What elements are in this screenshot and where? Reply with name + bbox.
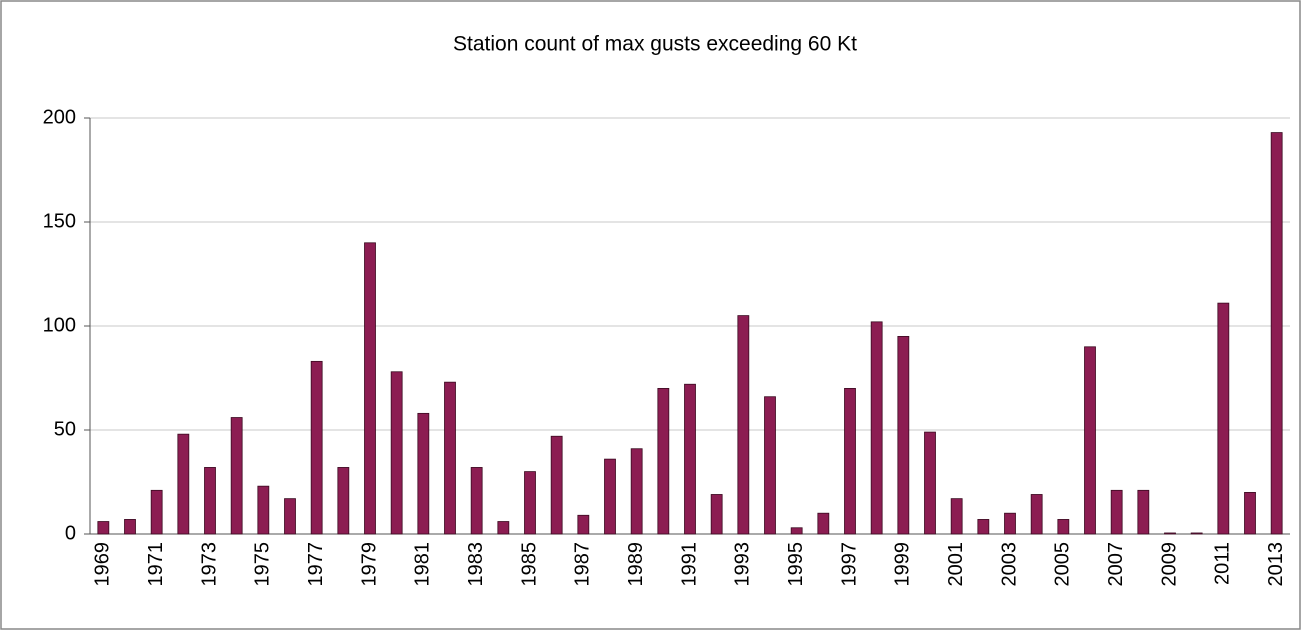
bar — [204, 467, 216, 535]
x-tick-label: 1985 — [518, 542, 540, 587]
bar — [844, 387, 856, 535]
x-tick-label: 1991 — [678, 542, 700, 587]
y-tick-label: 150 — [43, 210, 76, 232]
bar — [764, 396, 776, 535]
chart-title: Station count of max gusts exceeding 60 … — [453, 33, 857, 56]
y-tick-label: 200 — [43, 106, 76, 128]
bar — [604, 458, 616, 535]
bar — [1004, 512, 1016, 535]
x-tick-label: 1971 — [145, 542, 167, 587]
x-tick-label: 1975 — [252, 542, 274, 587]
bar — [710, 494, 723, 535]
bar — [97, 521, 110, 535]
bar — [1137, 489, 1150, 535]
x-tick-label: 1993 — [732, 542, 754, 587]
x-tick-label: 1983 — [465, 542, 487, 587]
bar — [284, 498, 296, 535]
bar — [924, 431, 936, 535]
bar — [1190, 532, 1203, 535]
bar — [1164, 532, 1176, 535]
x-tick-label: 1999 — [892, 542, 914, 587]
bar — [230, 417, 243, 535]
bar — [524, 471, 536, 535]
bar — [1084, 346, 1096, 535]
x-tick-label: 1979 — [358, 542, 380, 587]
bar — [470, 467, 483, 535]
bar — [950, 498, 963, 535]
bar — [1110, 489, 1123, 535]
bar — [1217, 302, 1230, 535]
bar — [817, 512, 830, 535]
x-tick-label: 1981 — [412, 542, 434, 587]
bar — [417, 412, 430, 535]
y-tick-label: 100 — [43, 314, 76, 336]
x-tick-label: 2001 — [945, 542, 967, 587]
x-tick-label: 1989 — [625, 542, 647, 587]
bar — [124, 519, 136, 535]
x-tick-label: 1969 — [92, 542, 114, 587]
y-tick-label: 0 — [65, 522, 76, 544]
bar — [577, 514, 590, 535]
bar — [977, 519, 990, 535]
x-tick-label: 1973 — [198, 542, 220, 587]
x-tick-label: 2009 — [1158, 542, 1180, 587]
bar — [257, 485, 270, 535]
y-tick-label: 50 — [54, 418, 76, 440]
x-tick-label: 2013 — [1265, 542, 1287, 587]
x-tick-label: 1987 — [572, 542, 594, 587]
bar — [550, 435, 563, 535]
x-tick-label: 2011 — [1212, 542, 1234, 585]
bar — [630, 448, 643, 535]
x-tick-label: 2003 — [998, 542, 1020, 587]
bar — [897, 335, 910, 535]
x-tick-label: 1995 — [785, 542, 807, 587]
bar — [497, 521, 510, 535]
bar — [790, 527, 803, 535]
bar — [657, 387, 670, 535]
x-tick-label: 1977 — [305, 542, 327, 587]
x-tick-label: 2007 — [1105, 542, 1127, 587]
bar — [684, 383, 696, 535]
bar — [177, 433, 190, 535]
bar — [870, 321, 883, 535]
bar — [737, 315, 750, 535]
bar — [1270, 132, 1283, 535]
bar — [1057, 519, 1070, 535]
bar — [444, 381, 456, 535]
bar — [310, 360, 323, 535]
bar — [364, 242, 376, 535]
bar — [1244, 491, 1256, 535]
bar — [337, 467, 350, 535]
bar — [1030, 494, 1043, 535]
bar — [390, 371, 403, 535]
x-tick-label: 1997 — [838, 542, 860, 587]
bar — [150, 489, 163, 535]
x-tick-label: 2005 — [1052, 542, 1074, 587]
